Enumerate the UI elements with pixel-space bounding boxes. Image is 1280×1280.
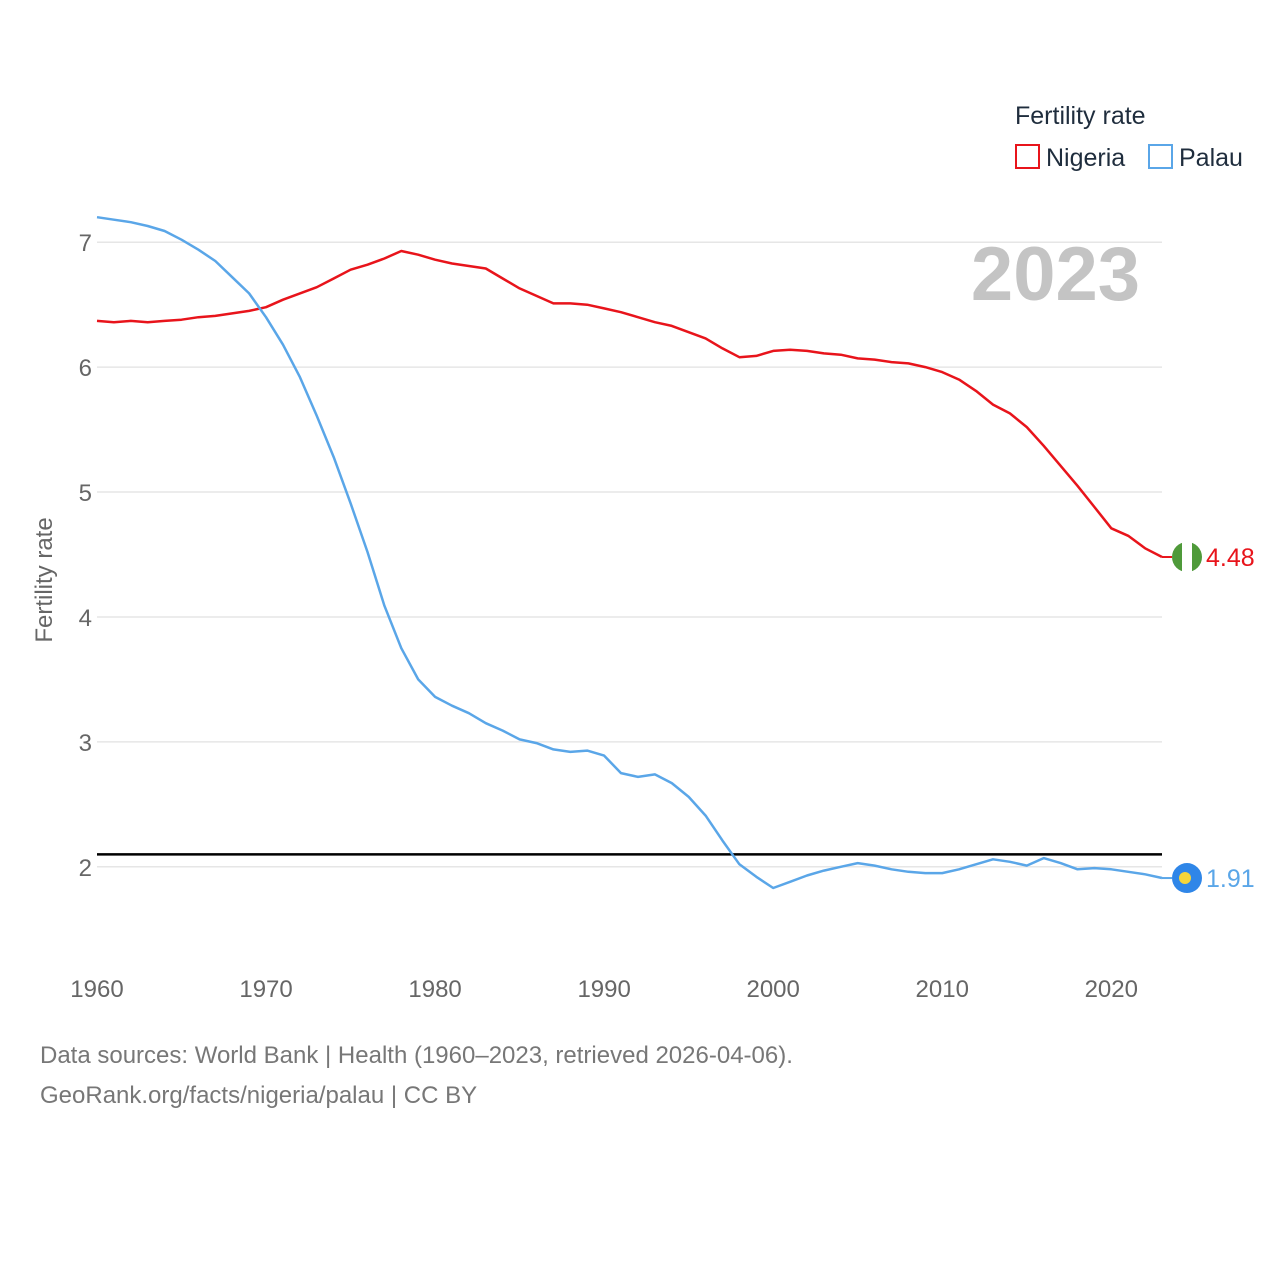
y-axis-ticks: 2 3 4 5 6 7 (79, 230, 92, 882)
y-tick-label: 3 (79, 730, 92, 757)
series-line-nigeria[interactable] (96, 249, 1163, 559)
year-watermark: 2023 (971, 232, 1140, 317)
x-tick-label: 2000 (746, 976, 799, 1003)
nigeria-flag-icon (1172, 542, 1202, 573)
legend-label-nigeria[interactable]: Nigeria (1046, 144, 1125, 172)
y-tick-label: 7 (79, 230, 92, 257)
y-axis-title: Fertility rate (31, 517, 58, 642)
palau-end-label: 1.91 (1206, 865, 1255, 893)
x-tick-label: 2020 (1085, 976, 1138, 1003)
series-end-markers (1172, 542, 1202, 894)
legend-swatch-nigeria[interactable] (1015, 144, 1040, 169)
y-tick-label: 6 (79, 355, 92, 382)
series-line-palau[interactable] (96, 215, 1163, 890)
x-tick-label: 1970 (239, 976, 292, 1003)
x-tick-label: 1960 (70, 976, 123, 1003)
legend-swatch-palau[interactable] (1148, 144, 1173, 169)
y-tick-label: 4 (79, 605, 92, 632)
footer-attribution: GeoRank.org/facts/nigeria/palau | CC BY (40, 1082, 478, 1109)
series-lines (96, 215, 1172, 890)
footer-sources: Data sources: World Bank | Health (1960–… (40, 1042, 793, 1069)
legend: Fertility rate Nigeria Palau (1015, 102, 1243, 172)
legend-title: Fertility rate (1015, 102, 1146, 130)
legend-label-palau[interactable]: Palau (1179, 144, 1243, 172)
gridlines (97, 241, 1162, 868)
y-tick-label: 2 (79, 855, 92, 882)
x-tick-label: 1990 (577, 976, 630, 1003)
palau-flag-icon (1172, 863, 1202, 894)
nigeria-end-label: 4.48 (1206, 544, 1255, 572)
x-tick-label: 2010 (916, 976, 969, 1003)
x-tick-label: 1980 (408, 976, 461, 1003)
x-axis-ticks: 1960 1970 1980 1990 2000 2010 2020 (70, 976, 1138, 1003)
y-tick-label: 5 (79, 480, 92, 507)
